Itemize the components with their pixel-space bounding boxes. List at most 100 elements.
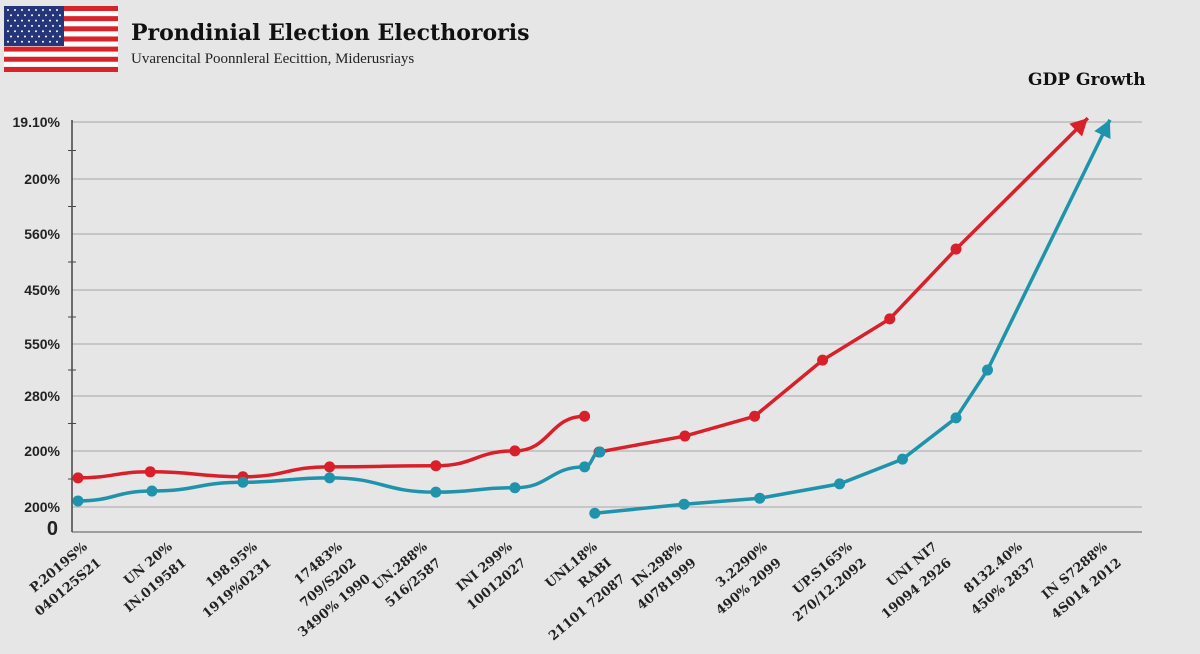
flag-star — [52, 35, 54, 38]
flag-star — [49, 30, 51, 33]
y-tick-label: 450% — [24, 282, 60, 298]
flag-star — [10, 35, 12, 38]
flag-stripe — [4, 66, 118, 72]
flag-star — [24, 14, 26, 17]
y-tick-label: 200% — [24, 171, 60, 187]
y-tick-label: 280% — [24, 388, 60, 404]
flag-star — [45, 24, 47, 27]
data-point-1 — [982, 364, 993, 376]
data-point-0 — [579, 410, 591, 422]
data-point-0 — [324, 461, 336, 473]
flag-star — [35, 40, 37, 43]
data-point-0 — [72, 472, 84, 484]
flag-star — [7, 40, 9, 43]
flag-star — [14, 40, 16, 43]
series-line-1 — [594, 119, 1112, 515]
flag-stripe — [4, 46, 118, 52]
data-point-1 — [579, 461, 591, 473]
flag-star — [59, 14, 61, 17]
flag-star — [17, 14, 19, 17]
flag-star — [38, 14, 40, 17]
flag-star — [28, 40, 30, 43]
data-point-0 — [884, 313, 896, 325]
chart-subtitle: Uvarencital Poonnleral Eecittion, Mideru… — [131, 51, 415, 67]
flag-star — [21, 19, 23, 22]
flag-star — [45, 14, 47, 17]
legend-label: GDP Growth — [1028, 70, 1146, 90]
flag-star — [14, 30, 16, 33]
data-point-1 — [237, 476, 249, 488]
y-tick-label: 200% — [24, 499, 60, 515]
data-point-1 — [324, 472, 336, 484]
flag-star — [7, 9, 9, 11]
flag-star — [42, 30, 44, 33]
flag-star — [7, 30, 9, 33]
flag-star — [10, 24, 12, 27]
data-point-0 — [144, 466, 156, 478]
data-point-0 — [430, 460, 442, 472]
flag-star — [56, 9, 58, 11]
data-point-1 — [678, 498, 690, 510]
flag-star — [31, 24, 33, 27]
flag-star — [35, 9, 37, 11]
flag-star — [21, 9, 23, 11]
y-tick-label: 200% — [24, 443, 60, 459]
flag-star — [28, 30, 30, 33]
data-point-0 — [950, 243, 962, 255]
flag-star — [52, 24, 54, 27]
flag-star — [31, 14, 33, 17]
data-point-1 — [950, 412, 962, 424]
arrowhead-icon — [1094, 119, 1111, 140]
data-point-0 — [749, 410, 761, 422]
flag-star — [14, 9, 16, 11]
flag-star — [35, 19, 37, 22]
data-point-0 — [679, 430, 691, 442]
flag-star — [56, 19, 58, 22]
flag-star — [24, 35, 26, 38]
data-point-1 — [146, 485, 158, 497]
flag-star — [10, 14, 12, 17]
data-point-1 — [509, 482, 521, 494]
series-line-1 — [77, 450, 601, 503]
y-tick-label: 560% — [24, 226, 60, 242]
series-line-0 — [598, 116, 1090, 454]
y-tick-label: 19.10% — [13, 114, 61, 130]
flag-star — [28, 9, 30, 11]
chart-title: Prondinial Election Electhororis — [131, 20, 530, 46]
flag-star — [17, 35, 19, 38]
flag-star — [35, 30, 37, 33]
data-point-1 — [594, 446, 606, 458]
flag-star — [28, 19, 30, 22]
flag-star — [38, 24, 40, 27]
flag-stripe — [4, 61, 118, 67]
data-point-1 — [834, 478, 846, 490]
flag-star — [38, 35, 40, 38]
flag-star — [21, 40, 23, 43]
data-point-1 — [754, 492, 766, 504]
arrowhead-icon — [1069, 118, 1088, 137]
flag-star — [49, 19, 51, 22]
flag-star — [42, 9, 44, 11]
flag-star — [45, 35, 47, 38]
flag-star — [49, 9, 51, 11]
flag-star — [31, 35, 33, 38]
flag-star — [42, 19, 44, 22]
flag-star — [56, 30, 58, 33]
flag-star — [59, 35, 61, 38]
y-tick-label: 0 — [47, 518, 58, 540]
data-point-1 — [897, 453, 908, 465]
flag-star — [52, 14, 54, 17]
flag-star — [7, 19, 9, 22]
flag-star — [42, 40, 44, 43]
y-tick-label: 550% — [24, 336, 60, 352]
data-point-1 — [589, 507, 601, 519]
flag-star — [14, 19, 16, 22]
flag-star — [21, 30, 23, 33]
flag-star — [59, 24, 61, 27]
flag-stripe — [4, 51, 118, 57]
flag-stripe — [4, 56, 118, 62]
us-flag-icon — [4, 6, 118, 72]
flag-star — [24, 24, 26, 27]
